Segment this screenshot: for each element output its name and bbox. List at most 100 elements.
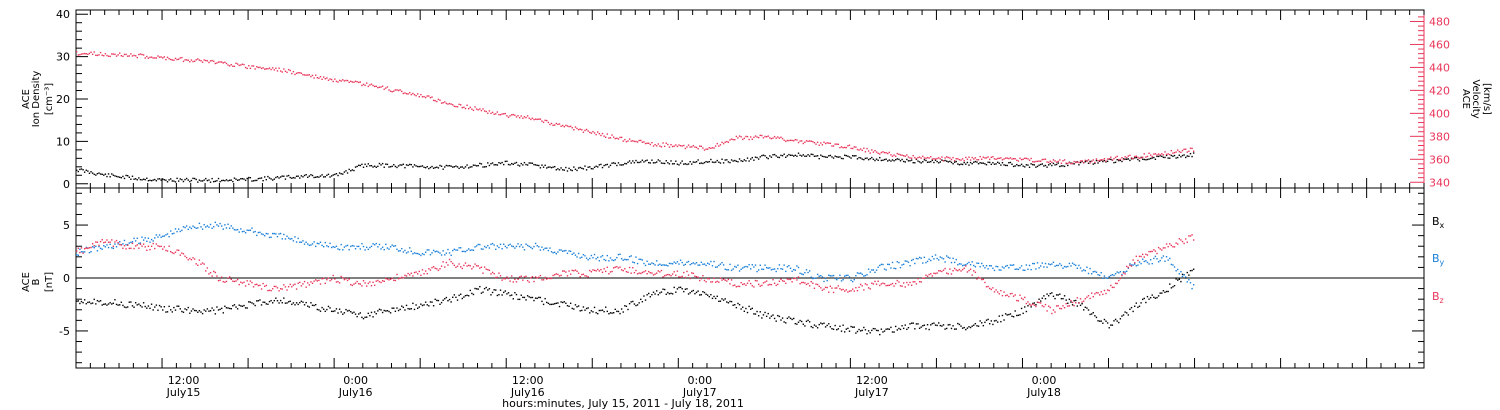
bz-series-point [383,280,385,282]
ion-density-series-point [683,163,685,165]
by-series-point [622,259,624,261]
bz-series-point [606,266,608,269]
by-series-point [155,234,158,236]
ion-density-series-point [501,161,503,164]
by-series-point [558,249,561,251]
bz-series-point [1111,286,1114,289]
velocity-series-point [305,74,307,76]
bz-series-point [627,271,629,273]
bx-series-point [678,286,680,289]
by-series-point [671,263,674,265]
bx-series-point [654,293,656,295]
by-series-point [236,228,239,231]
ion-density-series-point [1127,158,1130,160]
bz-series-point [1043,305,1045,308]
bz-series-point [678,276,680,278]
bz-series-point [80,247,83,249]
bz-series-point [1137,259,1139,262]
velocity-series-point [597,131,599,133]
bz-series-point [445,261,448,264]
ion-density-series-point [931,159,934,162]
velocity-series-point [335,80,338,83]
velocity-series-point [918,156,921,158]
ion-density-series-point [181,178,183,181]
bz-series-point [875,283,878,285]
bz-series-point [76,250,78,252]
bx-series-point [901,325,903,327]
bz-series-point [117,241,119,244]
bz-series-point [1047,305,1050,307]
ion-density-series-point [633,162,636,164]
ion-density-series-point [126,174,129,177]
bx-series-point [264,301,266,304]
ion-density-series-point [757,158,760,160]
ion-density-series-point [348,168,350,171]
by-series-point [1105,277,1107,279]
bz-series-point [294,283,296,285]
bz-series-point [79,251,81,254]
ion-density-series-point [160,179,162,181]
ion-density-series-point [98,172,100,174]
bx-series-point [477,288,479,290]
ion-density-series-point [365,165,368,168]
bz-series-point [528,281,530,283]
velocity-series-point [193,60,196,62]
ion-density-series-point [906,158,908,161]
ion-density-series-point [850,157,852,159]
velocity-series-point [976,158,978,161]
ion-density-series-point [636,161,639,164]
ion-density-series-point [952,163,954,165]
velocity-series-point [640,139,642,142]
velocity-series-point [174,57,177,60]
velocity-series-point [197,58,199,60]
bx-series-point [318,309,320,311]
bz-series-point [337,280,339,283]
velocity-series-point [238,64,240,67]
velocity-series-point [1024,157,1026,160]
by-series-point [606,254,608,257]
bz-series-point [238,283,240,286]
ion-density-series-point [146,177,148,179]
ion-density-series-point [805,155,808,157]
velocity-series-point [283,68,285,70]
by-series-point [748,263,750,266]
bz-series-point [842,288,844,291]
ion-density-series-point [510,162,513,165]
by-series-point [299,241,301,243]
ion-density-series-point [271,179,274,181]
bx-series-point [907,326,910,329]
by-series-point [292,240,295,242]
velocity-series-point [844,146,846,149]
bx-series-point [1095,316,1098,319]
velocity-series-point [576,127,578,130]
ion-density-series-point [256,179,258,182]
by-series-point [961,264,964,267]
bx-series-point [992,323,994,326]
velocity-series-point [738,135,741,137]
bx-series-point [675,291,677,293]
velocity-series-point [582,131,585,133]
ion-density-series-point [920,162,922,164]
velocity-series-point [950,158,953,161]
velocity-series-point [730,138,733,140]
by-series-point [1154,255,1157,258]
by-series-point [1157,261,1160,263]
ion-density-series-point [729,161,731,164]
ion-density-series-point [968,164,970,166]
by-series-point [162,235,164,238]
bx-series-point [162,309,164,311]
ion-density-series-point [345,170,347,172]
by-series-point [649,263,652,265]
by-series-point [1094,270,1096,273]
bx-series-point [1132,310,1134,313]
velocity-series-point [1118,158,1120,161]
velocity-series-point [920,157,922,159]
ion-density-series-point [448,164,451,167]
bx-series-point [982,324,985,327]
bx-series-point [1178,278,1181,280]
bz-series-point [620,269,623,271]
ion-density-series-point [112,174,115,176]
by-series-point [444,254,446,256]
ion-density-series-point [914,162,916,164]
